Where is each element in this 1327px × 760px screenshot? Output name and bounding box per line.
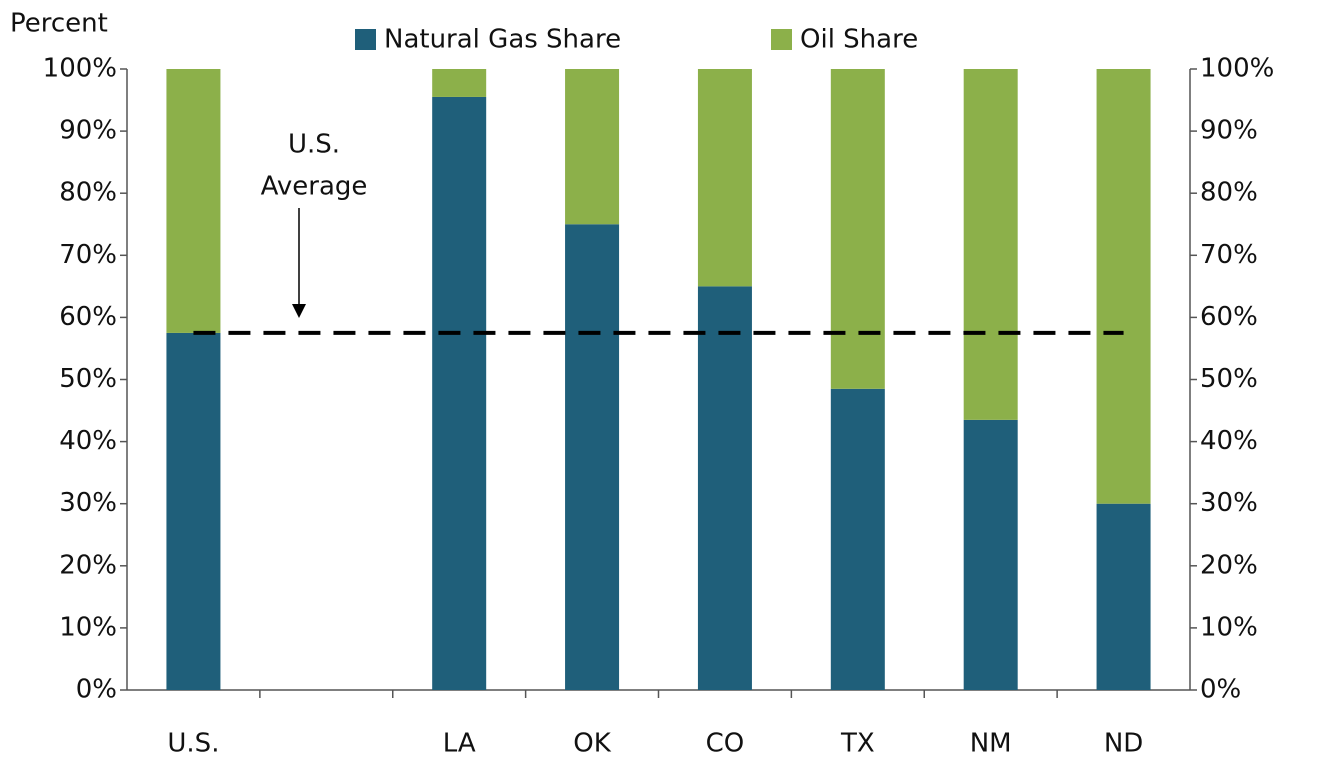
bar-segment	[565, 69, 620, 225]
x-tick-label: NM	[970, 729, 1012, 759]
y2-tick-label: 20%	[1200, 550, 1258, 580]
x-tick-label: TX	[840, 729, 875, 759]
bar-segment	[963, 69, 1018, 420]
bar-segment	[166, 69, 221, 333]
bar-segment	[1096, 69, 1151, 504]
y-tick-label: 80%	[59, 178, 117, 208]
x-tick-label: CO	[706, 729, 745, 759]
y-axis-label: Percent	[10, 9, 108, 39]
legend-label: Oil Share	[800, 25, 918, 55]
y-tick-label: 30%	[59, 488, 117, 518]
x-tick-label: LA	[443, 729, 476, 759]
bar-segment	[1096, 503, 1151, 690]
y2-tick-label: 90%	[1200, 116, 1258, 146]
legend-label: Natural Gas Share	[384, 25, 621, 55]
y-tick-label: 10%	[59, 612, 117, 642]
y2-tick-label: 80%	[1200, 178, 1258, 208]
y2-tick-label: 70%	[1200, 240, 1258, 270]
x-tick-label: U.S.	[167, 729, 219, 759]
y2-tick-label: 10%	[1200, 612, 1258, 642]
annotation-arrowhead	[292, 304, 306, 318]
y-tick-label: 40%	[59, 426, 117, 456]
bar-segment	[432, 96, 487, 690]
y-tick-label: 60%	[59, 302, 117, 332]
legend-swatch	[355, 29, 376, 50]
x-tick-label: OK	[573, 729, 611, 759]
legend-swatch	[771, 29, 792, 50]
bar-segment	[166, 332, 221, 690]
bar-segment	[565, 224, 620, 690]
x-tick-label: ND	[1104, 729, 1143, 759]
bar-segment	[697, 69, 752, 287]
y-tick-label: 100%	[43, 54, 117, 84]
y2-tick-label: 40%	[1200, 426, 1258, 456]
y-tick-label: 20%	[59, 550, 117, 580]
bar-segment	[697, 286, 752, 690]
y-tick-label: 0%	[76, 675, 117, 705]
annotation: U.S.	[288, 130, 340, 160]
bar-segment	[432, 69, 487, 97]
y-tick-label: 70%	[59, 240, 117, 270]
y2-tick-label: 100%	[1200, 54, 1274, 84]
y2-tick-label: 0%	[1200, 675, 1241, 705]
bar-segment	[830, 388, 885, 690]
y-tick-label: 50%	[59, 364, 117, 394]
bar-segment	[963, 419, 1018, 690]
y2-tick-label: 30%	[1200, 488, 1258, 518]
y2-tick-label: 50%	[1200, 364, 1258, 394]
bar-segment	[830, 69, 885, 389]
y2-tick-label: 60%	[1200, 302, 1258, 332]
annotation: Average	[261, 172, 368, 202]
y-tick-label: 90%	[59, 116, 117, 146]
